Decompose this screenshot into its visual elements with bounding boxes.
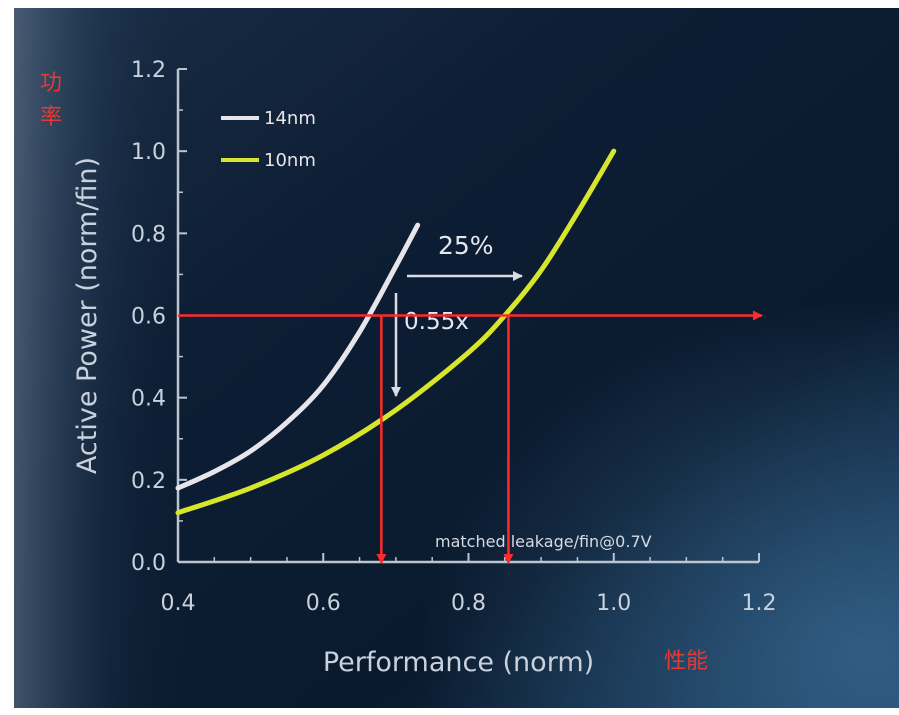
red-overlay <box>178 310 763 564</box>
performance-gain-label: 25% <box>438 231 494 260</box>
y-tick-label: 0.4 <box>131 387 166 412</box>
y-axis-cn-label-1: 功 <box>40 71 62 96</box>
x-tick-label: 0.4 <box>161 591 196 616</box>
y-tick-label: 0.0 <box>131 551 166 576</box>
annotations: 25% 0.55x matched leakage/fin@0.7V <box>391 231 652 551</box>
y-tick-label: 1.2 <box>131 58 166 83</box>
series-layer <box>175 148 617 516</box>
legend: 14nm 10nm <box>221 108 316 171</box>
y-tick-label: 0.2 <box>131 469 166 494</box>
x-tick-label: 0.6 <box>306 591 341 616</box>
x-tick-label: 1.2 <box>742 591 777 616</box>
y-tick-label: 1.0 <box>131 140 166 165</box>
x-axis-title: Performance (norm) <box>323 647 594 678</box>
series-line-10nm <box>175 148 617 516</box>
leakage-note: matched leakage/fin@0.7V <box>435 532 652 551</box>
y-axis-title: Active Power (norm/fin) <box>72 157 103 474</box>
series-line-14nm <box>175 222 421 491</box>
x-tick-label: 1.0 <box>596 591 631 616</box>
x-axis-cn-label: 性能 <box>664 649 708 674</box>
background-right-glow <box>14 8 899 708</box>
legend-label-14nm: 14nm <box>264 108 316 129</box>
power-performance-chart: 0.0 0.2 0.4 0.6 0.8 1.0 1.2 0.4 0.6 0.8 1.0 1.2 Perf… <box>14 8 899 708</box>
y-axis-cn-label-2: 率 <box>40 105 62 130</box>
y-tick-label: 0.8 <box>131 222 166 247</box>
y-tick-label: 0.6 <box>131 305 166 330</box>
x-tick-label: 0.8 <box>451 591 486 616</box>
slide-background: 0.0 0.2 0.4 0.6 0.8 1.0 1.2 0.4 0.6 0.8 1.0 1.2 Perf… <box>14 8 899 708</box>
legend-label-10nm: 10nm <box>264 150 316 171</box>
axes: 0.0 0.2 0.4 0.6 0.8 1.0 1.2 0.4 0.6 0.8 1.0 1.2 Perf… <box>72 58 777 678</box>
power-ratio-label: 0.55x <box>404 309 469 335</box>
